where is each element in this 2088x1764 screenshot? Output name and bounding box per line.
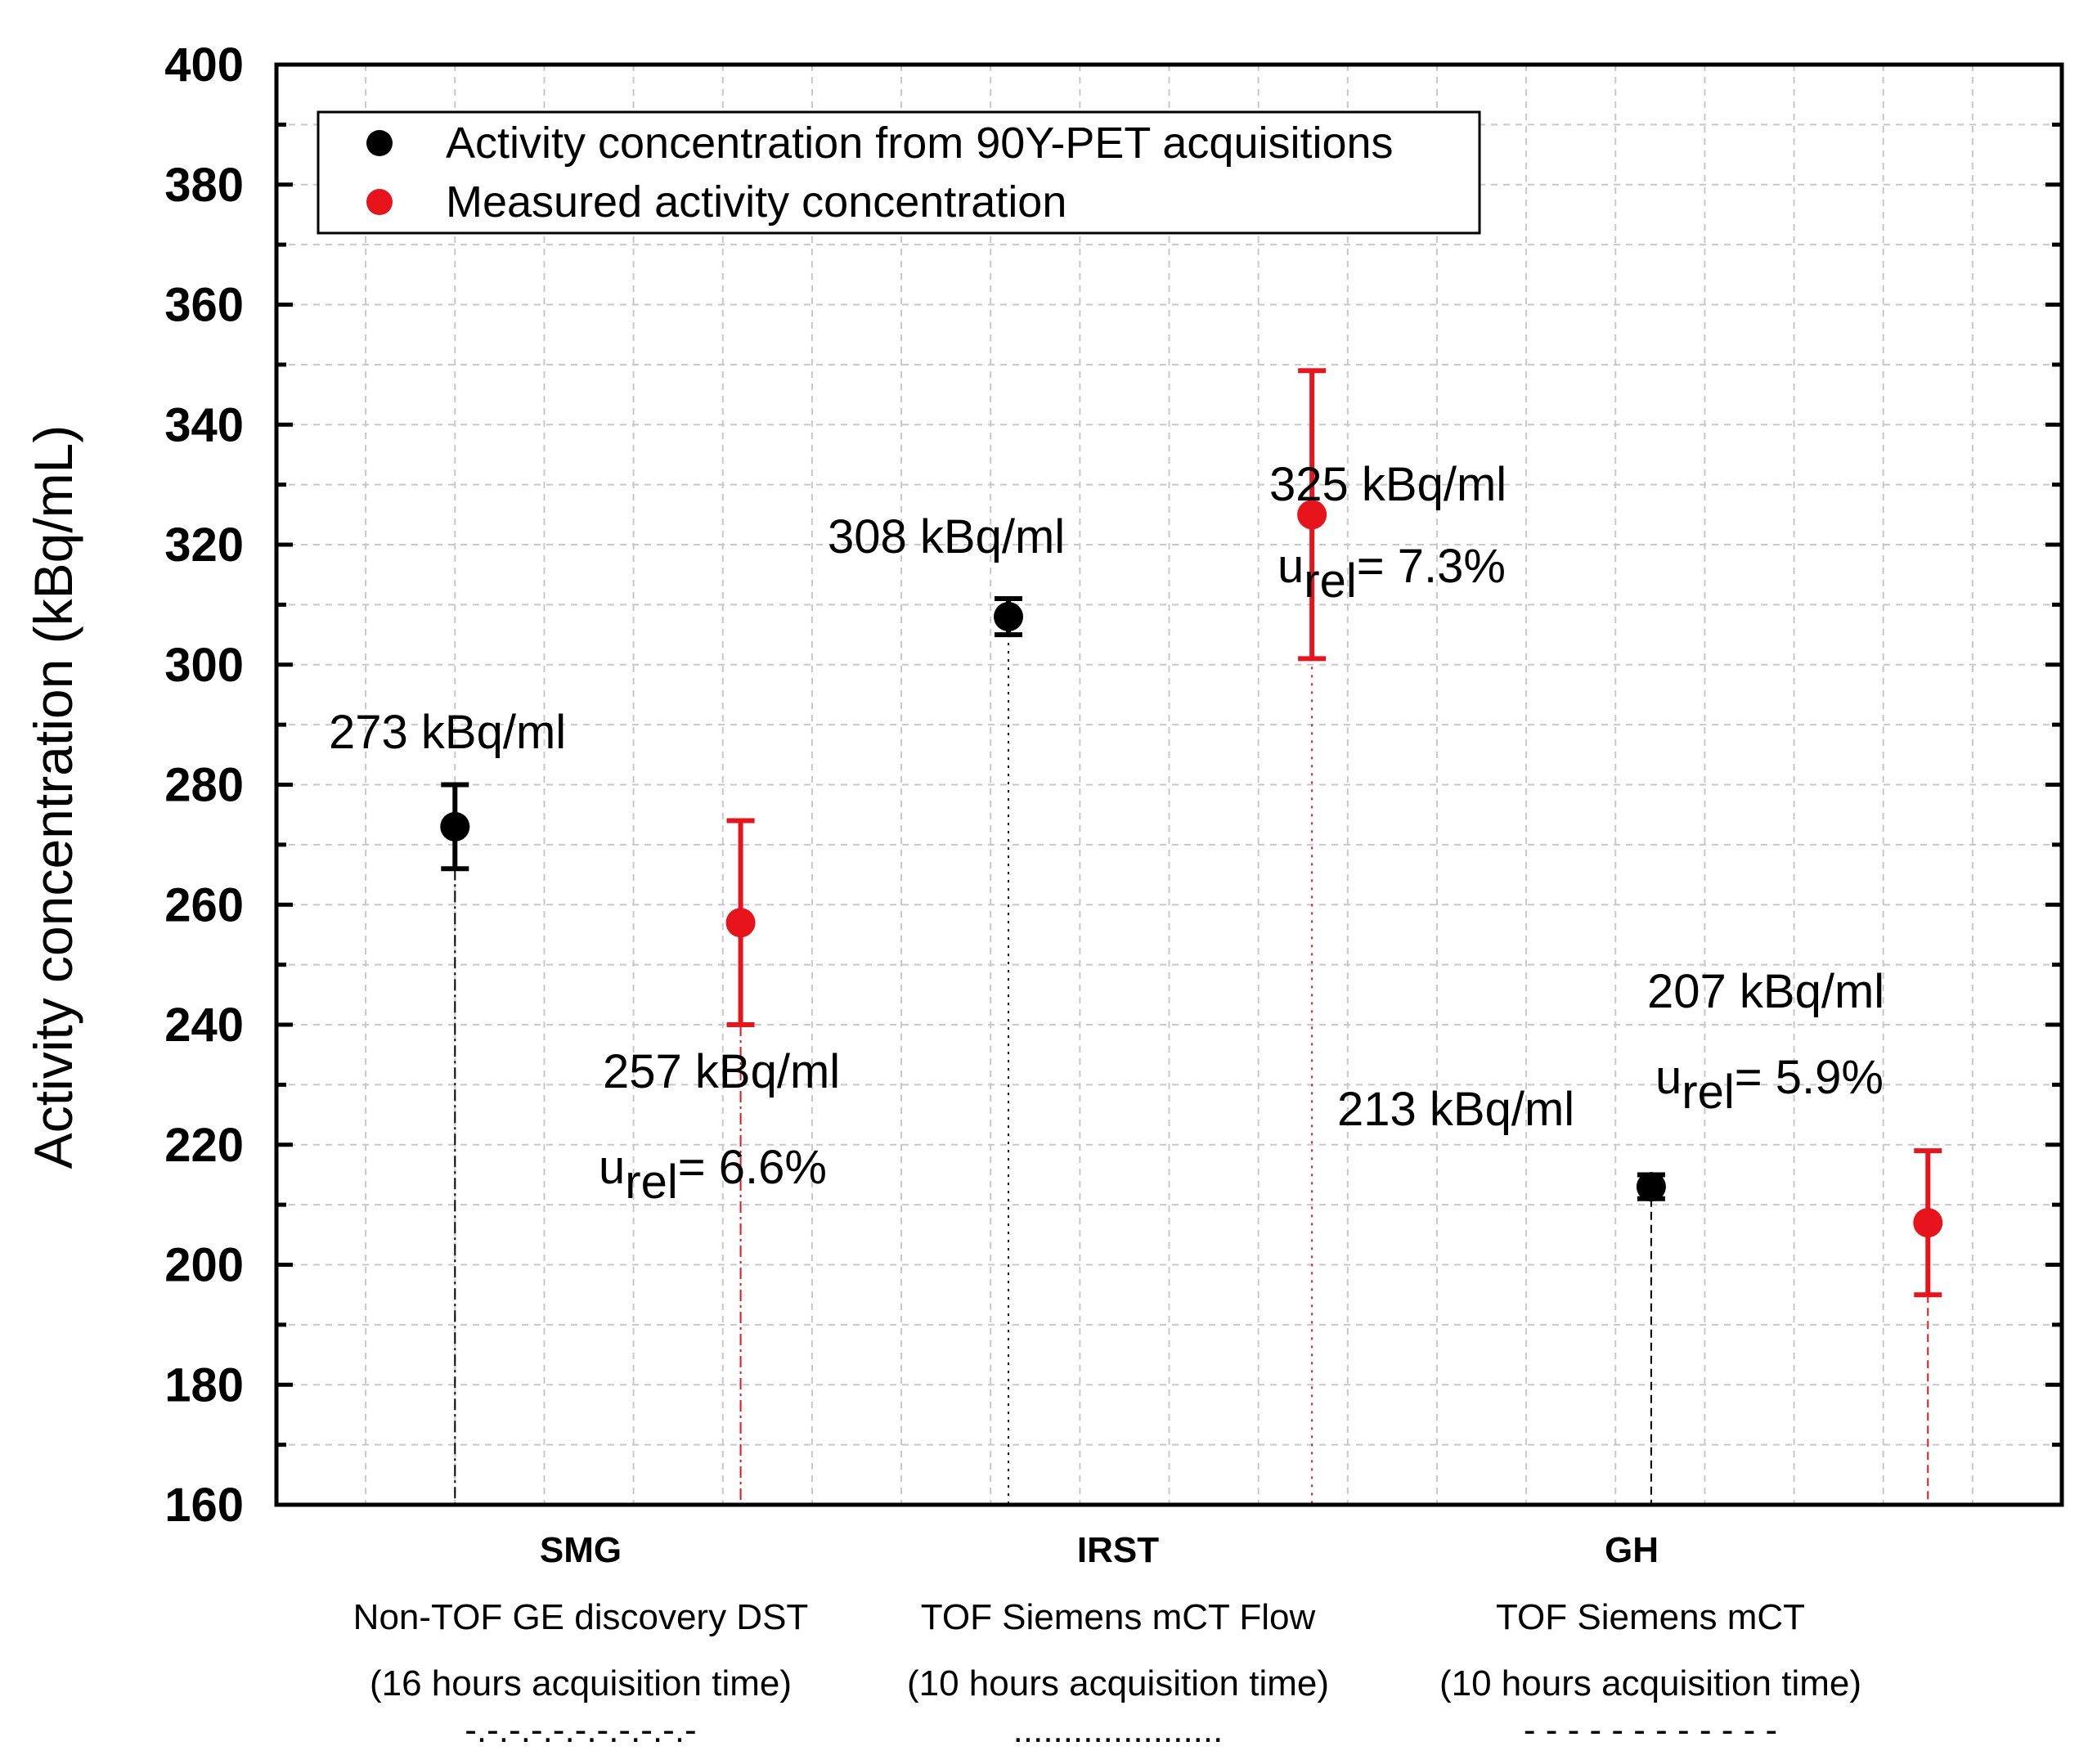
urel-annotation: urel= 5.9% [1655, 1051, 1884, 1119]
category-scanner: TOF Siemens mCT Flow [921, 1597, 1316, 1637]
legend-marker [366, 189, 393, 215]
value-annotation: 257 kBq/ml [603, 1045, 840, 1098]
y-tick-label: 380 [164, 159, 244, 212]
axis-ticks [276, 62, 2062, 1507]
value-annotation: 308 kBq/ml [828, 510, 1065, 563]
category-acquisition-time: (16 hours acquisition time) [370, 1663, 792, 1703]
category-acquisition-time: (10 hours acquisition time) [907, 1663, 1329, 1703]
y-tick-label: 220 [164, 1119, 244, 1172]
category-scanner: TOF Siemens mCT [1496, 1597, 1805, 1637]
value-annotation: 213 kBq/ml [1337, 1083, 1574, 1136]
y-tick-label: 160 [164, 1479, 244, 1532]
category-line-style: - - - - - - - - - - - - [1524, 1710, 1777, 1750]
category-name: SMG [540, 1530, 622, 1570]
category-acquisition-time: (10 hours acquisition time) [1439, 1663, 1861, 1703]
category-labels: SMG Non-TOF GE discovery DST (16 hours acq… [353, 1530, 1861, 1750]
y-tick-label: 340 [164, 398, 244, 451]
legend-marker [366, 130, 393, 156]
y-tick-labels: 160 180 200 220 240 260 280 300 320 340 360 380 400 [164, 38, 244, 1532]
plot-frame [274, 62, 2064, 1507]
legend-label: Activity concentration from 90Y-PET acqu… [446, 119, 1394, 168]
category-name: GH [1605, 1530, 1659, 1570]
legend-box [317, 110, 1481, 235]
data-point [1636, 1172, 1666, 1202]
urel-annotation: urel= 6.6% [599, 1141, 827, 1209]
legend-label: Measured activity concentration [446, 177, 1066, 227]
data-point [725, 908, 756, 938]
y-tick-label: 280 [164, 759, 244, 812]
value-annotation: 325 kBq/ml [1269, 458, 1507, 511]
category-line-style: ..................... [1013, 1710, 1224, 1750]
data-points [440, 368, 1943, 1298]
y-axis-title: Activity concentration (kBq/mL) [23, 425, 83, 1169]
data-point [440, 811, 470, 842]
data-point [1297, 500, 1327, 530]
y-tick-label: 240 [164, 999, 244, 1052]
y-tick-label: 320 [164, 518, 244, 572]
category-scanner: Non-TOF GE discovery DST [353, 1597, 809, 1637]
y-tick-label: 400 [164, 38, 244, 92]
data-point [1913, 1208, 1943, 1238]
urel-annotation: urel= 7.3% [1277, 540, 1506, 608]
y-tick-label: 180 [164, 1358, 244, 1412]
grid-layer [276, 65, 2062, 1505]
y-tick-label: 200 [164, 1239, 244, 1292]
y-tick-label: 360 [164, 279, 244, 332]
drop-lines [454, 635, 1929, 1505]
category-name: IRST [1077, 1530, 1159, 1570]
y-tick-label: 300 [164, 639, 244, 692]
legend: Activity concentration from 90Y-PET acqu… [317, 110, 1481, 235]
data-point [994, 602, 1024, 632]
value-annotation: 207 kBq/ml [1647, 965, 1884, 1018]
category-line-style: -.-.-.-.-.-.-.-.-.-.- [465, 1710, 696, 1750]
y-tick-label: 260 [164, 878, 244, 931]
value-annotation: 273 kBq/ml [329, 706, 566, 759]
annotations: 273 kBq/ml 308 kBq/ml 213 kBq/ml 257 kBq/ml… [329, 458, 1884, 1209]
